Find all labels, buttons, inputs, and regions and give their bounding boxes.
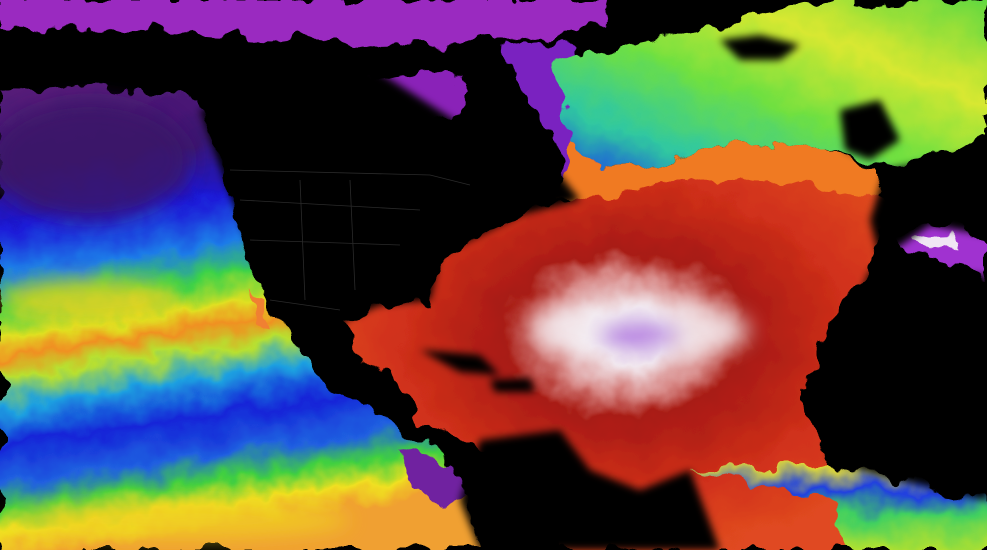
iceland [720,35,800,60]
land [200,35,987,550]
state-lines [239,179,421,301]
south-atlantic [690,465,987,550]
tropical-atlantic [345,180,885,550]
arctic-water [0,0,610,45]
pacific-warm-band [0,280,180,320]
us-canada-border [229,169,471,186]
us-mexico-border [269,299,341,311]
north-america [200,60,580,370]
europe [870,150,987,260]
borders [229,169,471,311]
panama-bight [400,450,470,510]
equatorial-warm-band [10,502,350,538]
africa [820,270,987,500]
pacific-cold-core [0,100,190,220]
cuba [420,350,500,375]
south-america [460,430,720,550]
ocean-accents [0,100,750,538]
hispaniola [490,378,535,392]
mediterranean-warm [915,238,960,252]
british-isles [840,100,900,160]
gulf-of-california [245,290,272,330]
hottest-core [600,321,680,349]
